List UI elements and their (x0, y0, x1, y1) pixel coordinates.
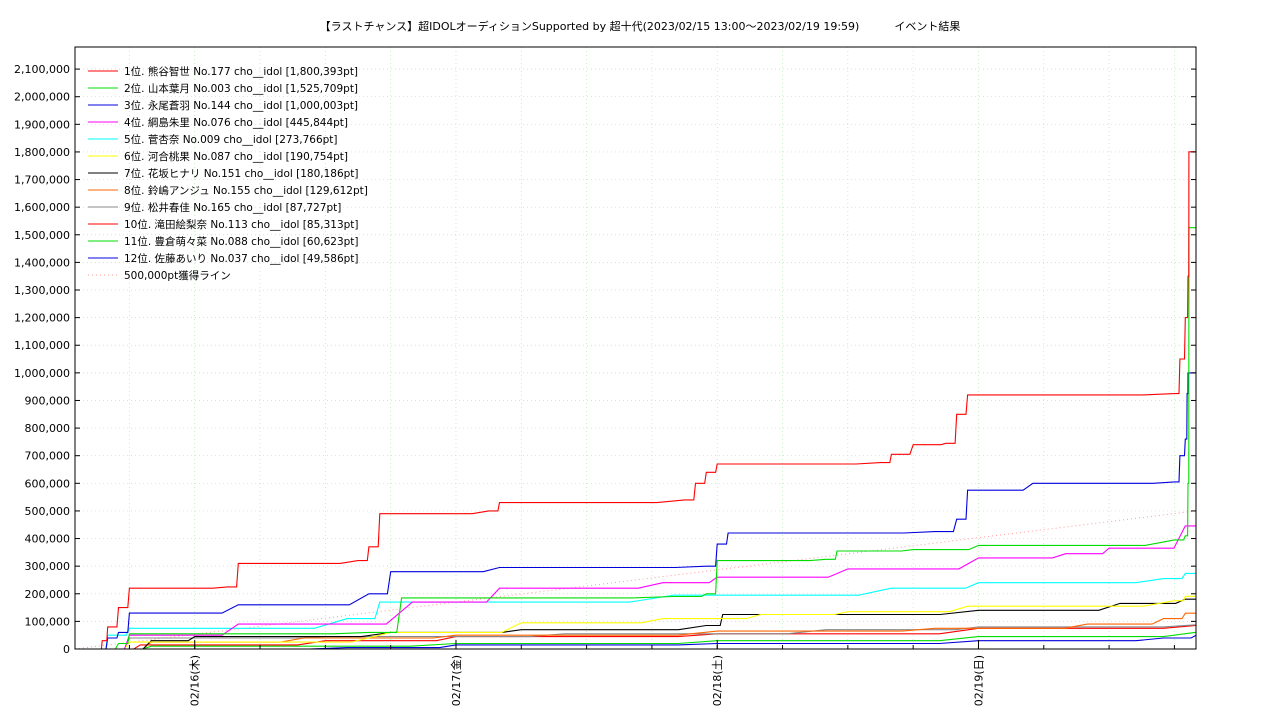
legend-label: 2位. 山本葉月 No.003 cho__idol [1,525,709pt] (124, 82, 358, 95)
y-tick-label: 1,000,000 (14, 367, 70, 380)
y-tick-label: 900,000 (25, 394, 71, 407)
y-tick-label: 1,700,000 (14, 174, 70, 187)
y-tick-label: 2,000,000 (14, 91, 70, 104)
y-tick-label: 0 (63, 643, 70, 656)
legend: 1位. 熊谷智世 No.177 cho__idol [1,800,393pt] 2… (88, 65, 368, 282)
series-line (96, 151, 1196, 650)
y-tick-label: 500,000 (25, 505, 71, 518)
y-tick-label: 1,200,000 (14, 312, 70, 325)
x-tick-label: 02/16(木) (189, 655, 202, 706)
chart-title: 【ラストチャンス】超IDOLオーディションSupported by 超十代(20… (0, 18, 1280, 34)
chart-title-suffix: イベント結果 (894, 20, 961, 33)
y-tick-label: 1,100,000 (14, 339, 70, 352)
legend-label: 1位. 熊谷智世 No.177 cho__idol [1,800,393pt] (124, 65, 358, 78)
legend-label: 3位. 永尾蒼羽 No.144 cho__idol [1,000,003pt] (124, 99, 358, 112)
legend-label: 11位. 豊倉萌々菜 No.088 cho__idol [60,623pt] (124, 235, 359, 248)
series-line (96, 372, 1196, 650)
x-tick-label: 02/19(日) (972, 655, 985, 706)
series-line (96, 631, 1197, 650)
y-tick-label: 600,000 (25, 477, 71, 490)
y-tick-label: 700,000 (25, 450, 71, 463)
y-tick-label: 1,600,000 (14, 201, 70, 214)
y-tick-label: 400,000 (25, 533, 71, 546)
legend-label: 9位. 松井春佳 No.165 cho__idol [87,727pt] (124, 201, 341, 214)
y-tick-label: 2,100,000 (14, 63, 70, 76)
legend-label: 5位. 菅杏奈 No.009 cho__idol [273,766pt] (124, 133, 338, 146)
y-tick-label: 100,000 (25, 615, 71, 628)
legend-label: 7位. 花坂ヒナリ No.151 cho__idol [180,186pt] (124, 167, 359, 180)
legend-label: 6位. 河合桃果 No.087 cho__idol [190,754pt] (124, 150, 348, 163)
y-tick-label: 1,800,000 (14, 146, 70, 159)
plot-frame (74, 46, 1197, 650)
series-line (96, 624, 1197, 650)
reference-line-layer (74, 510, 1197, 650)
series-line (96, 624, 1197, 650)
axes: 0 100,000 200,000 300,000 400,000 500,000 600,… (14, 63, 1196, 706)
x-tick-label: 02/17(金) (449, 655, 463, 706)
series-line (96, 227, 1196, 650)
chart-title-main: 【ラストチャンス】超IDOLオーディションSupported by 超十代(20… (319, 20, 860, 33)
series-line (96, 595, 1196, 650)
legend-label: 8位. 鈴嶋アンジュ No.155 cho__idol [129,612pt] (124, 184, 368, 197)
y-tick-label: 200,000 (25, 588, 71, 601)
x-tick-label: 02/18(土) (711, 655, 724, 706)
y-tick-label: 1,900,000 (14, 118, 70, 131)
y-tick-label: 1,400,000 (14, 256, 70, 269)
legend-label: 12位. 佐藤あいり No.037 cho__idol [49,586pt] (124, 252, 359, 265)
y-tick-label: 1,300,000 (14, 284, 70, 297)
y-tick-label: 800,000 (25, 422, 71, 435)
y-tick-label: 1,500,000 (14, 229, 70, 242)
legend-label: 4位. 綱島朱里 No.076 cho__idol [445,844pt] (124, 116, 348, 129)
series-line (96, 525, 1196, 650)
legend-label: 10位. 滝田絵梨奈 No.113 cho__idol [85,313pt] (124, 218, 359, 231)
y-tick-label: 300,000 (25, 560, 71, 573)
series-layer (96, 151, 1197, 650)
reference-line (74, 510, 1197, 650)
legend-label: 500,000pt獲得ライン (124, 269, 231, 282)
